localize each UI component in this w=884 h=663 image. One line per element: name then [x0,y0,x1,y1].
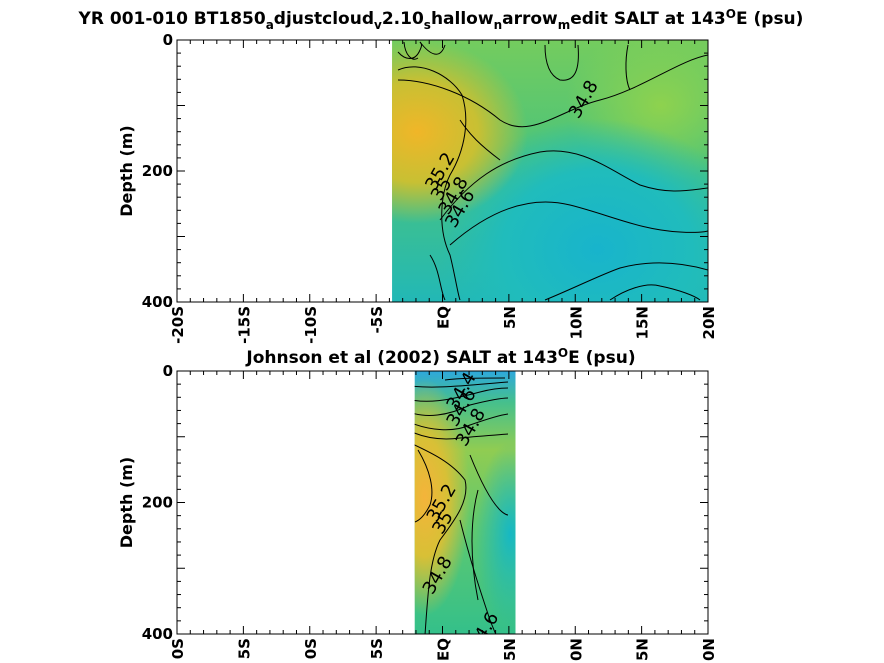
x-tick-label: 0S [169,638,187,659]
contour-lines-2 [414,377,509,634]
contour-lines-1 [397,41,708,301]
title-part: O [558,346,568,360]
title-part: s [424,18,431,32]
title-part: hallow [431,9,494,29]
title-part: arrow [502,9,558,29]
axis-ticks-1: 0 200 400-20S -15S -10S -5S EQ 5N 10N 15N 20N [142,31,718,344]
contour-line [414,449,433,523]
y-tick-label: 200 [142,494,173,512]
contour-line [444,377,506,381]
title-part: v [374,18,382,32]
x-tick-label: -15S [235,306,253,344]
x-tick-label: 5N [501,638,519,661]
y-tick-label: 0 [163,31,173,49]
x-tick-label: 0N [567,638,585,661]
title-part: 2.10 [382,9,424,29]
panel-2: Johnson et al (2002) SALT at 143OE (psu)… [117,346,718,661]
y-axis-label-1: Depth (m) [117,125,136,217]
y-tick-label: 400 [142,625,173,643]
contour-line [544,44,579,81]
contour-line [397,66,467,301]
title-part: edit SALT at 143 [570,9,726,29]
x-tick-label: -10S [302,306,320,344]
y-tick-label: 0 [163,362,173,380]
contour-line [414,413,509,431]
x-tick-label: EQ [435,638,453,661]
contour-line [625,44,631,91]
contour-line [609,284,701,301]
title-part: m [558,18,571,32]
title-part: Johnson et al (2002) SALT at 143 [245,348,558,368]
x-tick-label: -5S [368,306,386,333]
x-tick-label: 20N [700,306,718,339]
title-part: YR 001-010 BT1850 [78,9,266,29]
x-tick-label: 0S [302,638,320,659]
contour-line [459,519,497,634]
chart-title-2: Johnson et al (2002) SALT at 143OE (psu) [245,346,635,368]
contour-line [459,119,501,161]
contour-line [429,254,446,301]
title-part: djustcloud [274,9,374,29]
x-tick-label: 5N [634,638,652,661]
contour-line [439,150,708,221]
contour-line [403,41,419,60]
title-part: O [726,7,736,21]
contour-line [471,489,479,601]
y-tick-label: 400 [142,293,173,311]
contour-line [449,201,708,246]
contour-line [414,432,509,440]
contour-line [419,41,446,55]
y-axis-label-2: Depth (m) [117,457,136,549]
x-tick-label: 5S [235,638,253,659]
title-part: E (psu) [568,348,635,368]
title-part: n [494,18,503,32]
title-part: E (psu) [736,9,803,29]
contour-line [469,454,509,516]
title-part: a [266,18,274,32]
contour-line [414,381,509,388]
x-tick-label: 5N [501,306,519,329]
field-layer-1a [392,40,708,302]
x-tick-label: 15N [634,306,652,339]
contour-line [414,444,467,634]
y-tick-label: 200 [142,162,173,180]
x-tick-label: 0N [700,638,718,661]
contour-line [414,387,509,402]
panel-1: YR 001-010 BT1850adjustcloudv2.10shallow… [78,7,804,344]
contour-line [414,397,509,416]
x-tick-label: EQ [435,306,453,329]
field-layer-2a [414,371,516,634]
contour-line [397,54,708,128]
contour-line [544,262,708,301]
x-tick-label: -20S [169,306,187,344]
x-tick-label: 5S [368,638,386,659]
chart-title-1: YR 001-010 BT1850adjustcloudv2.10shallow… [78,7,804,32]
x-tick-label: 10N [567,306,585,339]
